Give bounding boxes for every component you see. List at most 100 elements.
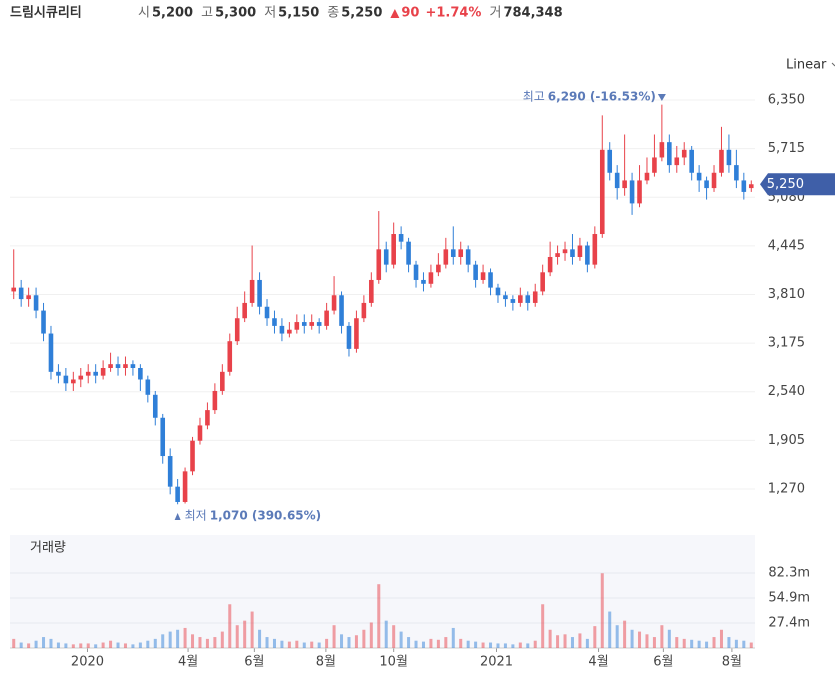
- candle-body: [145, 379, 151, 395]
- candle-body: [659, 142, 665, 158]
- candle-body: [413, 264, 419, 280]
- volume-bar: [161, 634, 165, 648]
- volume-bar: [49, 638, 53, 648]
- x-tick-label: 6월: [653, 655, 673, 670]
- volume-bar: [638, 631, 642, 648]
- x-tick-label: 8월: [316, 655, 336, 670]
- candle-body: [510, 299, 516, 303]
- volume-bar: [645, 634, 649, 648]
- volume-bar: [42, 637, 46, 648]
- scale-label[interactable]: Linear: [786, 58, 827, 73]
- volume-bar: [593, 626, 597, 648]
- candle-body: [123, 364, 128, 368]
- volume-bar: [332, 625, 336, 648]
- volume-bar: [168, 631, 172, 648]
- candle-body: [406, 241, 411, 265]
- low-annotation-value: 1,070 (390.65%): [210, 509, 321, 523]
- volume-bar: [444, 637, 448, 648]
- volume-bar: [56, 642, 60, 648]
- volume-bar: [369, 622, 373, 648]
- volume-bar: [392, 625, 396, 648]
- volume-bar: [94, 644, 98, 648]
- candle-body: [309, 322, 315, 326]
- candle-body: [391, 234, 396, 265]
- volume-bar: [347, 637, 351, 648]
- volume-bar: [623, 620, 627, 648]
- volume-bar: [235, 625, 239, 648]
- candle-body: [674, 157, 680, 166]
- volume-bar: [503, 643, 507, 648]
- volume-bar: [220, 631, 224, 648]
- volume-bar: [258, 629, 262, 648]
- high-marker: [657, 94, 666, 101]
- candle-body: [734, 165, 739, 181]
- volume-bar: [697, 640, 701, 648]
- volume-bar: [287, 641, 291, 648]
- volume-bar: [451, 627, 455, 648]
- volume-bar: [585, 638, 589, 648]
- volume-bar: [496, 643, 500, 648]
- candle-body: [495, 287, 501, 296]
- x-tick-label: 10월: [379, 655, 408, 670]
- volume-bar: [749, 642, 753, 648]
- volume-bar: [608, 611, 612, 648]
- volume-bar: [377, 584, 381, 648]
- candle-body: [220, 371, 225, 391]
- candle-body: [361, 302, 367, 319]
- volume-bar: [250, 611, 254, 648]
- header-text: 저: [264, 6, 276, 21]
- last-price-badge: [760, 173, 835, 196]
- volume-bar: [407, 637, 411, 648]
- volume-bar: [12, 638, 16, 648]
- y-tick-label: 3,810: [768, 287, 805, 302]
- y2-tick-label: 27.4m: [768, 616, 810, 631]
- volume-bar: [667, 629, 671, 648]
- candle-body: [585, 245, 590, 265]
- candle-body: [152, 394, 158, 418]
- candle-body: [540, 272, 545, 292]
- candle-body: [741, 180, 747, 192]
- candle-body: [480, 272, 486, 280]
- candle-body: [63, 375, 69, 384]
- candle-body: [525, 295, 531, 303]
- header-text: 5,300: [215, 6, 256, 21]
- volume-bar: [533, 640, 537, 648]
- volume-bar: [719, 629, 723, 648]
- header-text: 고: [201, 6, 213, 21]
- last-price-label: 5,250: [767, 177, 804, 192]
- y-tick-label: 2,540: [768, 384, 805, 399]
- volume-bar: [213, 637, 217, 648]
- volume-bar: [600, 573, 604, 648]
- volume-bar: [79, 643, 83, 648]
- y2-tick-label: 54.9m: [768, 590, 810, 605]
- candle-body: [100, 367, 106, 376]
- candle-body: [78, 375, 84, 380]
- up-arrow: [390, 9, 400, 18]
- volume-bar: [362, 629, 366, 648]
- candle-body: [138, 367, 143, 380]
- volume-bar: [86, 643, 90, 648]
- volume-bar: [429, 638, 433, 648]
- volume-bar: [228, 604, 232, 648]
- x-tick-label: 8월: [722, 655, 742, 670]
- y-tick-label: 5,715: [768, 141, 805, 156]
- candle-body: [234, 318, 240, 342]
- candle-body: [227, 341, 233, 372]
- volume-bar: [675, 637, 679, 648]
- candle-body: [748, 184, 754, 189]
- candle-body: [622, 180, 627, 189]
- y-tick-label: 1,270: [768, 481, 805, 496]
- volume-bar: [436, 639, 440, 648]
- volume-bar: [414, 640, 418, 648]
- volume-bar: [578, 633, 582, 648]
- volume-bar: [526, 643, 530, 648]
- volume-bar: [317, 642, 321, 648]
- volume-bar: [123, 643, 127, 648]
- candle-body: [41, 310, 46, 334]
- volume-bar: [19, 642, 23, 648]
- volume-bar: [518, 642, 522, 648]
- volume-bar: [265, 637, 269, 648]
- header-text: +1.74%: [425, 6, 481, 21]
- candle-body: [264, 306, 270, 319]
- candle-body: [212, 390, 218, 411]
